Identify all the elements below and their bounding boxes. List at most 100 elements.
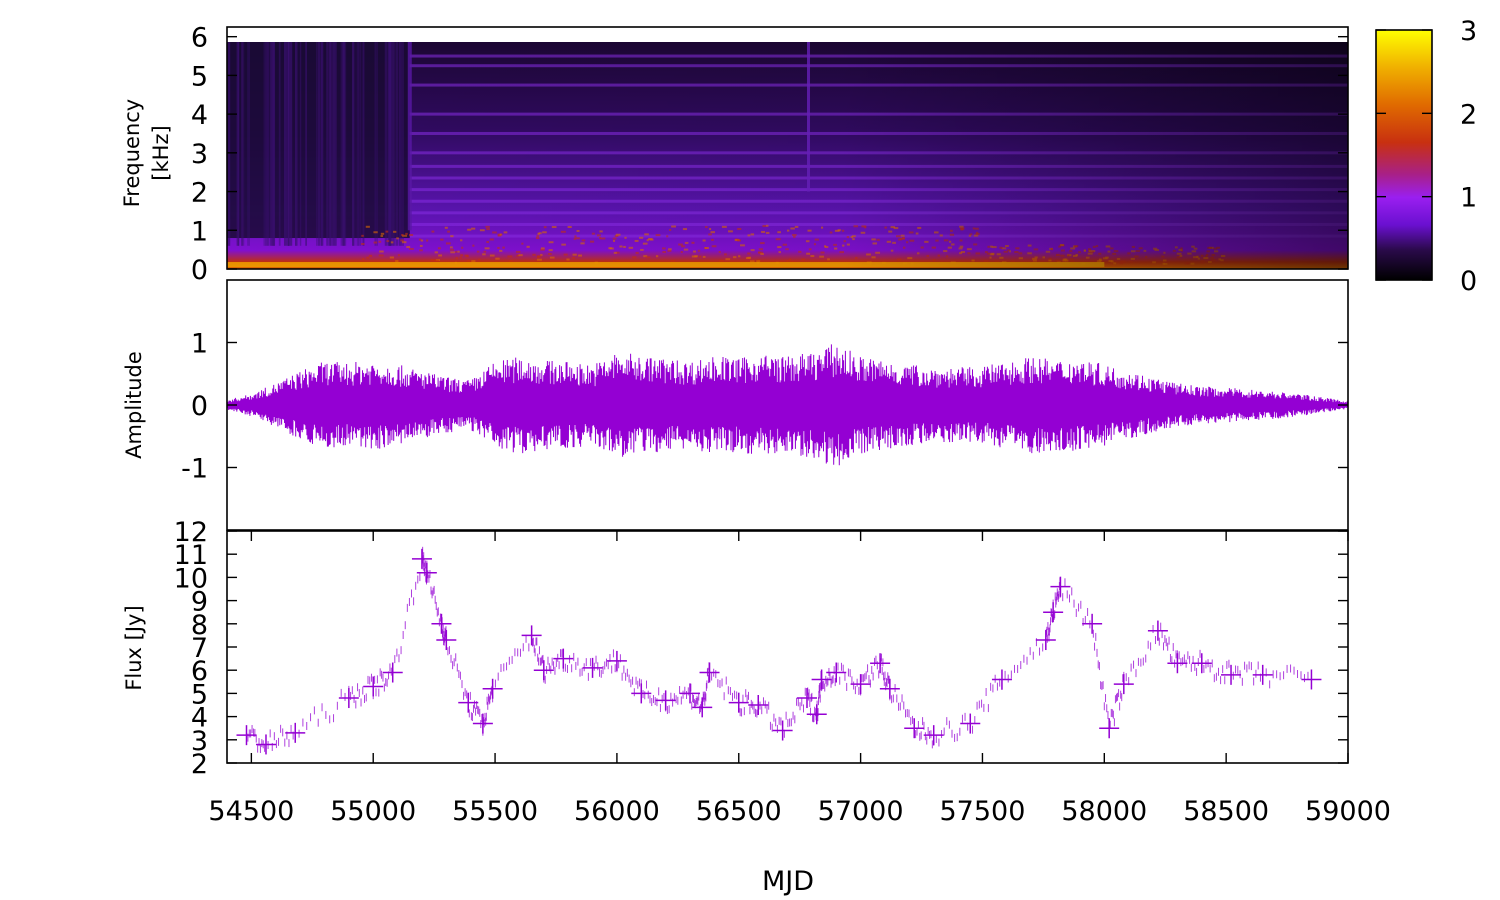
flux-tick-label: 4 <box>191 703 208 734</box>
x-tick-label: 55000 <box>330 796 416 827</box>
flux-point <box>991 669 1012 690</box>
spectrogram-tick-label: 6 <box>191 23 208 54</box>
flux-point <box>533 660 554 681</box>
flux-tick-label: 8 <box>191 610 208 641</box>
flux-point <box>826 662 847 683</box>
flux-tick-label: 2 <box>191 749 208 780</box>
flux-point <box>960 713 981 734</box>
x-axis-label: MJD <box>762 866 814 897</box>
x-tick-label: 57500 <box>940 796 1026 827</box>
flux-point <box>1082 613 1103 634</box>
flux-point <box>923 725 944 746</box>
spectrogram-tick-label: 1 <box>191 216 208 247</box>
flux-point <box>692 697 713 718</box>
x-tick-label: 56500 <box>696 796 782 827</box>
flux-point <box>1252 664 1273 685</box>
flux-point <box>1113 674 1134 695</box>
spectrogram-tick-label: 3 <box>191 139 208 170</box>
spectrogram-y-ticks: 0 1 2 3 4 5 6 <box>191 23 1348 286</box>
flux-frame <box>226 530 1349 764</box>
flux-point <box>1147 620 1168 641</box>
spectrogram-tick-label: 5 <box>191 61 208 92</box>
colorbar-tick-label: 3 <box>1460 16 1477 47</box>
flux-point <box>458 692 479 713</box>
flux-tick-label: 12 <box>174 517 208 548</box>
spectrogram-fade <box>227 42 1348 269</box>
flux-point <box>338 688 359 709</box>
flux-point <box>411 548 432 569</box>
spectrogram-tick-label: 0 <box>191 255 208 286</box>
amplitude-tick-label: -1 <box>181 454 208 485</box>
flux-point <box>796 688 817 709</box>
amplitude-ylabel: Amplitude <box>122 351 146 459</box>
flux-tick-label: 11 <box>174 540 208 571</box>
flux-point <box>870 653 891 674</box>
x-tick-label: 54500 <box>208 796 294 827</box>
flux-point <box>1301 669 1322 690</box>
colorbar-tick-label: 1 <box>1460 183 1477 214</box>
flux-ylabel: Flux [Jy] <box>122 605 146 690</box>
colorbar-frame <box>1375 29 1433 281</box>
amplitude-tick-label: 0 <box>191 391 208 422</box>
flux-point <box>255 734 276 755</box>
flux-tick-label: 3 <box>191 726 208 757</box>
flux-point <box>431 613 452 634</box>
flux-tick-label: 7 <box>191 633 208 664</box>
flux-point <box>1043 602 1064 623</box>
spectrogram-tick-label: 2 <box>191 178 208 209</box>
flux-point <box>904 718 925 739</box>
amplitude-y-ticks: -1 0 1 <box>181 329 1348 485</box>
flux-point <box>1167 653 1188 674</box>
flux-dense-trace <box>245 546 1309 753</box>
flux-point <box>631 683 652 704</box>
colorbar-tick-label: 0 <box>1460 266 1477 297</box>
flux-point <box>1035 630 1056 651</box>
flux-point <box>655 690 676 711</box>
flux-point <box>680 683 701 704</box>
flux-point <box>1050 576 1071 597</box>
flux-point <box>879 678 900 699</box>
flux-tick-label: 10 <box>174 563 208 594</box>
flux-point <box>482 678 503 699</box>
x-tick-label: 58500 <box>1183 796 1269 827</box>
flux-x-ticks: 54500 55000 55500 56000 56500 57000 57500 58000… <box>208 531 1391 827</box>
flux-point <box>699 662 720 683</box>
x-tick-label: 57000 <box>818 796 904 827</box>
spectrogram-panel: 0 1 2 3 4 5 6 Frequency [kHz] <box>120 23 1349 286</box>
flux-point <box>1099 718 1120 739</box>
flux-point <box>606 650 627 671</box>
amplitude-tick-label: 1 <box>191 329 208 360</box>
flux-point <box>806 704 827 725</box>
flux-point <box>1221 664 1242 685</box>
flux-tick-label: 6 <box>191 656 208 687</box>
flux-point <box>728 692 749 713</box>
amplitude-panel: -1 0 1 Amplitude <box>122 279 1349 531</box>
flux-point <box>521 625 542 646</box>
x-tick-label: 59000 <box>1305 796 1391 827</box>
flux-point <box>285 722 306 743</box>
flux-point <box>850 674 871 695</box>
spectrogram-image <box>227 42 1348 269</box>
flux-point <box>772 720 793 741</box>
colorbar-gradient <box>1376 30 1432 280</box>
x-tick-label: 55500 <box>452 796 538 827</box>
flux-point <box>1191 653 1212 674</box>
flux-point <box>236 725 257 746</box>
flux-point <box>382 662 403 683</box>
x-tick-label: 56000 <box>574 796 660 827</box>
colorbar-ticks: 0 1 2 3 <box>1376 16 1477 297</box>
flux-point <box>553 648 574 669</box>
flux-point <box>363 676 384 697</box>
spectrogram-frame <box>226 26 1349 270</box>
flux-point <box>748 695 769 715</box>
amplitude-series <box>227 344 1348 466</box>
spectrogram-tick-label: 4 <box>191 100 208 131</box>
flux-tick-label: 5 <box>191 679 208 710</box>
flux-point <box>416 562 437 583</box>
flux-point <box>811 669 832 690</box>
spectrogram-ylabel-line1: Frequency <box>120 99 144 208</box>
spectrogram-ylabel-line2: [kHz] <box>149 125 173 180</box>
